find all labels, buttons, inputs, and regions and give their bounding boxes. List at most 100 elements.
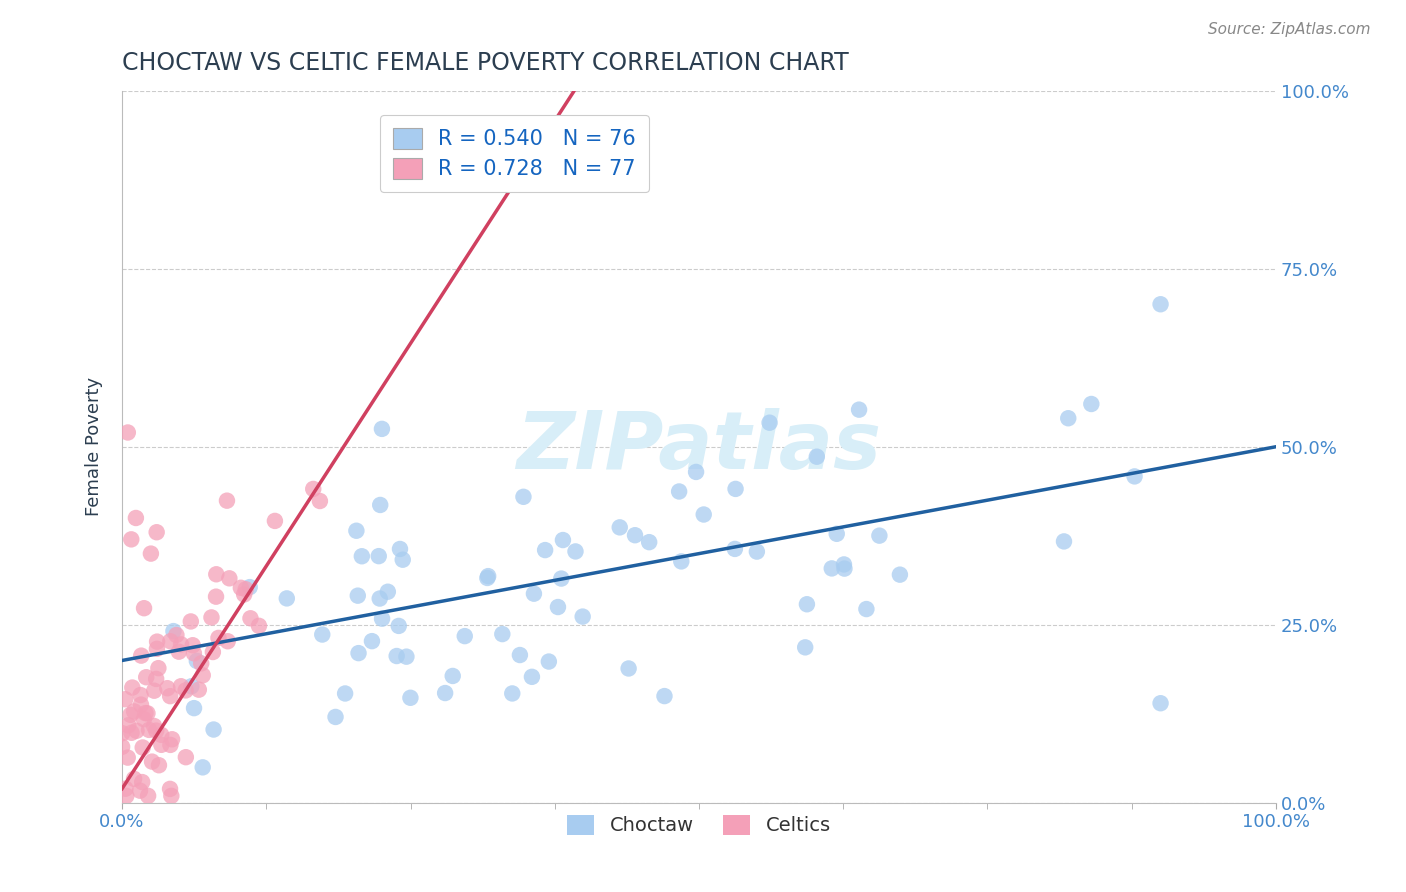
Point — [501, 686, 523, 700]
Point — [311, 627, 333, 641]
Point — [550, 572, 572, 586]
Point — [477, 569, 499, 583]
Point — [215, 493, 238, 508]
Point — [806, 450, 828, 464]
Point — [159, 689, 181, 703]
Point — [117, 425, 139, 440]
Point — [132, 712, 155, 726]
Point — [117, 750, 139, 764]
Point — [325, 710, 347, 724]
Legend: Choctaw, Celtics: Choctaw, Celtics — [560, 807, 839, 843]
Point — [121, 726, 143, 740]
Point — [377, 584, 399, 599]
Point — [125, 511, 148, 525]
Point — [205, 567, 228, 582]
Text: CHOCTAW VS CELTIC FEMALE POVERTY CORRELATION CHART: CHOCTAW VS CELTIC FEMALE POVERTY CORRELA… — [122, 51, 849, 75]
Point — [347, 646, 370, 660]
Point — [264, 514, 287, 528]
Point — [1080, 397, 1102, 411]
Point — [217, 634, 239, 648]
Point — [239, 611, 262, 625]
Point — [368, 498, 391, 512]
Point — [135, 670, 157, 684]
Point — [825, 526, 848, 541]
Point — [724, 482, 747, 496]
Point — [247, 619, 270, 633]
Point — [309, 494, 332, 508]
Point — [148, 661, 170, 675]
Point — [136, 789, 159, 803]
Point — [190, 657, 212, 671]
Point — [344, 524, 367, 538]
Point — [187, 682, 209, 697]
Point — [122, 772, 145, 786]
Point — [1053, 534, 1076, 549]
Point — [654, 689, 676, 703]
Point — [1149, 297, 1171, 311]
Point — [115, 789, 138, 803]
Point — [131, 775, 153, 789]
Point — [434, 686, 457, 700]
Text: ZIPatlas: ZIPatlas — [516, 408, 882, 486]
Point — [170, 637, 193, 651]
Point — [685, 465, 707, 479]
Point — [159, 781, 181, 796]
Point — [162, 624, 184, 639]
Point — [454, 629, 477, 643]
Point — [868, 528, 890, 542]
Point — [129, 648, 152, 663]
Point — [202, 723, 225, 737]
Point — [129, 783, 152, 797]
Point — [121, 681, 143, 695]
Point — [794, 640, 817, 655]
Point — [183, 646, 205, 660]
Point — [143, 719, 166, 733]
Point — [276, 591, 298, 606]
Point — [551, 533, 574, 547]
Point — [181, 638, 204, 652]
Point — [855, 602, 877, 616]
Point — [571, 609, 593, 624]
Point — [120, 707, 142, 722]
Point — [170, 679, 193, 693]
Point — [134, 706, 156, 720]
Point — [388, 619, 411, 633]
Point — [139, 547, 162, 561]
Point — [125, 723, 148, 738]
Point — [186, 654, 208, 668]
Point — [150, 728, 173, 742]
Point — [180, 679, 202, 693]
Point — [122, 705, 145, 719]
Point — [205, 590, 228, 604]
Point — [391, 552, 413, 566]
Point — [609, 520, 631, 534]
Point — [441, 669, 464, 683]
Point — [537, 655, 560, 669]
Point — [724, 541, 747, 556]
Point — [350, 549, 373, 564]
Point — [129, 698, 152, 712]
Point — [512, 490, 534, 504]
Point — [160, 732, 183, 747]
Text: Source: ZipAtlas.com: Source: ZipAtlas.com — [1208, 22, 1371, 37]
Point — [131, 740, 153, 755]
Point — [150, 738, 173, 752]
Point — [111, 726, 134, 740]
Point — [368, 591, 391, 606]
Point — [136, 706, 159, 721]
Point — [174, 683, 197, 698]
Point — [671, 554, 693, 568]
Point — [180, 615, 202, 629]
Point — [668, 484, 690, 499]
Point — [207, 631, 229, 645]
Point — [520, 670, 543, 684]
Point — [165, 628, 187, 642]
Point — [371, 422, 394, 436]
Point — [1057, 411, 1080, 425]
Point — [302, 482, 325, 496]
Point — [534, 543, 557, 558]
Point — [114, 781, 136, 796]
Point — [693, 508, 716, 522]
Point — [617, 661, 640, 675]
Point — [145, 672, 167, 686]
